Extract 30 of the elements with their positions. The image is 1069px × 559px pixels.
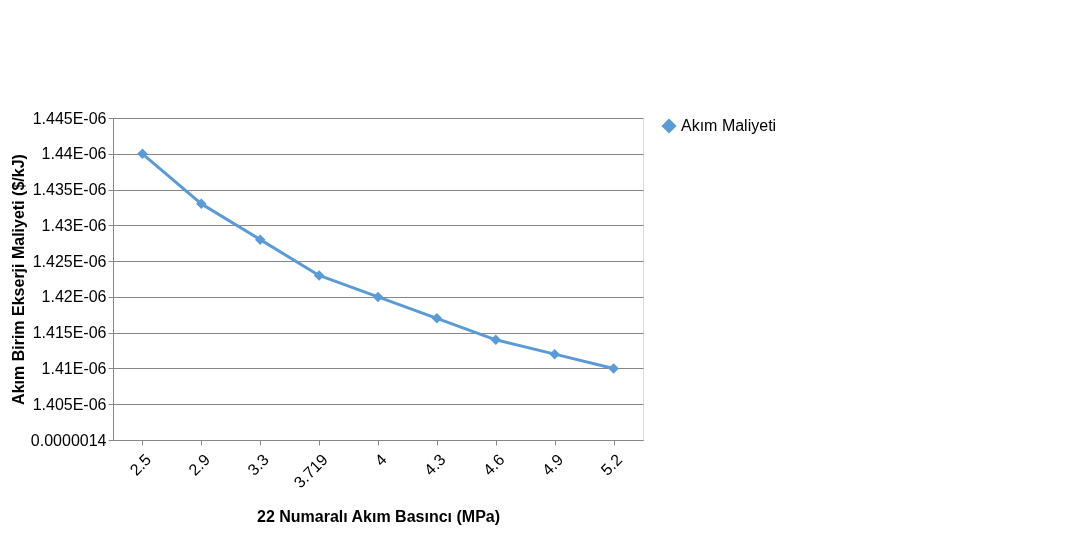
point [372, 291, 384, 303]
y-tick-label: 1.425E-06 [32, 252, 107, 270]
x-tick-label: 4.9 [538, 450, 567, 479]
y-tick-label: 1.44E-06 [41, 145, 107, 163]
x-tick-label: 4 [371, 450, 390, 470]
y-tick-label: 1.41E-06 [41, 359, 107, 377]
point [196, 198, 207, 210]
y-tick-label: 1.43E-06 [41, 216, 107, 234]
point [254, 234, 266, 245]
y-tick-label: 1.435E-06 [32, 181, 107, 199]
point [608, 363, 619, 374]
x-tick-label: 4.3 [420, 450, 449, 479]
y-axis-title: Akım Birim Ekserji Maliyeti ($/kJ) [9, 154, 27, 405]
x-tick-label: 5.2 [597, 450, 626, 479]
x-tick-label: 3.3 [244, 450, 273, 479]
point [313, 270, 325, 281]
legend-label: Akım Maliyeti [681, 117, 777, 134]
y-tick-label: 1.405E-06 [32, 395, 107, 413]
point [549, 348, 560, 360]
point [431, 313, 443, 324]
y-tick-label: 1.42E-06 [41, 288, 107, 306]
x-axis-title: 22 Numaralı Akım Basıncı (MPa) [256, 508, 501, 526]
y-tick-label: 0.0000014 [30, 431, 107, 449]
y-tick-label: 1.415E-06 [32, 324, 107, 342]
point [137, 148, 148, 160]
x-tick-label: 4.6 [479, 450, 508, 479]
x-tick-label: 2.9 [185, 450, 214, 479]
point [490, 334, 502, 346]
x-tick-label: 2.5 [126, 450, 155, 479]
y-tick-label: 1.445E-06 [32, 109, 107, 127]
